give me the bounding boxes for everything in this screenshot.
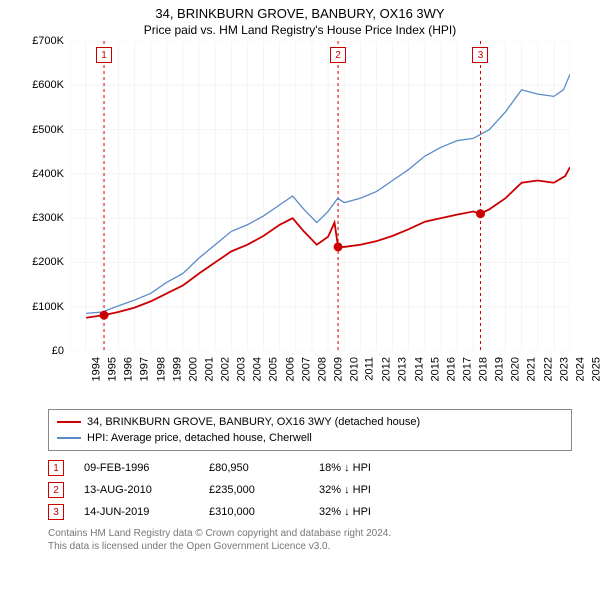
- x-tick-label: 2023: [558, 357, 570, 381]
- sale-price: £310,000: [209, 506, 299, 518]
- x-tick-label: 2011: [364, 357, 376, 381]
- x-tick-label: 1994: [90, 357, 102, 381]
- sale-badge: 1: [48, 460, 64, 476]
- x-tick-label: 2024: [574, 357, 586, 381]
- x-tick-label: 2017: [461, 357, 473, 381]
- attribution-line: This data is licensed under the Open Gov…: [48, 540, 572, 553]
- attribution: Contains HM Land Registry data © Crown c…: [48, 527, 572, 553]
- x-tick-label: 2009: [332, 357, 344, 381]
- x-tick-label: 2012: [381, 357, 393, 381]
- x-tick-label: 2000: [187, 357, 199, 381]
- y-tick-label: £700K: [20, 35, 64, 47]
- page-title: 34, BRINKBURN GROVE, BANBURY, OX16 3WY: [0, 6, 600, 21]
- y-tick-label: £100K: [20, 301, 64, 313]
- y-tick-label: £0: [20, 345, 64, 357]
- attribution-line: Contains HM Land Registry data © Crown c…: [48, 527, 572, 540]
- legend-swatch-red: [57, 421, 81, 423]
- x-tick-label: 2020: [510, 357, 522, 381]
- y-tick-label: £500K: [20, 124, 64, 136]
- x-tick-label: 1996: [123, 357, 135, 381]
- x-tick-label: 1998: [155, 357, 167, 381]
- x-tick-label: 2022: [542, 357, 554, 381]
- x-tick-label: 2021: [526, 357, 538, 381]
- x-tick-label: 2018: [478, 357, 490, 381]
- sales-table: 1 09-FEB-1996 £80,950 18% ↓ HPI 2 13-AUG…: [48, 457, 572, 523]
- chart-marker-badge: 1: [96, 47, 112, 63]
- x-tick-label: 2007: [300, 357, 312, 381]
- x-tick-label: 2015: [429, 357, 441, 381]
- legend-label-red: 34, BRINKBURN GROVE, BANBURY, OX16 3WY (…: [87, 416, 420, 428]
- sale-row: 2 13-AUG-2010 £235,000 32% ↓ HPI: [48, 479, 572, 501]
- legend-row-blue: HPI: Average price, detached house, Cher…: [57, 430, 563, 446]
- sale-badge: 2: [48, 482, 64, 498]
- legend-row-red: 34, BRINKBURN GROVE, BANBURY, OX16 3WY (…: [57, 414, 563, 430]
- x-tick-label: 2008: [316, 357, 328, 381]
- x-tick-label: 2016: [445, 357, 457, 381]
- sale-delta: 32% ↓ HPI: [319, 506, 371, 518]
- sale-delta: 18% ↓ HPI: [319, 462, 371, 474]
- y-tick-label: £600K: [20, 79, 64, 91]
- x-tick-label: 2004: [252, 357, 264, 381]
- sale-row: 3 14-JUN-2019 £310,000 32% ↓ HPI: [48, 501, 572, 523]
- x-tick-label: 2014: [413, 357, 425, 381]
- sale-date: 09-FEB-1996: [84, 462, 189, 474]
- x-tick-label: 2025: [590, 357, 600, 381]
- sale-badge: 3: [48, 504, 64, 520]
- legend-swatch-blue: [57, 437, 81, 439]
- chart-marker-badge: 3: [472, 47, 488, 63]
- chart-marker-badge: 2: [330, 47, 346, 63]
- x-tick-label: 2005: [268, 357, 280, 381]
- page-subtitle: Price paid vs. HM Land Registry's House …: [0, 23, 600, 37]
- sale-date: 14-JUN-2019: [84, 506, 189, 518]
- legend: 34, BRINKBURN GROVE, BANBURY, OX16 3WY (…: [48, 409, 572, 451]
- x-tick-label: 1995: [107, 357, 119, 381]
- sale-price: £235,000: [209, 484, 299, 496]
- sale-price: £80,950: [209, 462, 299, 474]
- y-tick-label: £400K: [20, 168, 64, 180]
- x-tick-label: 2013: [397, 357, 409, 381]
- y-tick-label: £200K: [20, 256, 64, 268]
- x-tick-label: 2006: [284, 357, 296, 381]
- x-tick-label: 1999: [171, 357, 183, 381]
- x-tick-label: 2002: [220, 357, 232, 381]
- legend-label-blue: HPI: Average price, detached house, Cher…: [87, 432, 312, 444]
- chart-svg: [70, 41, 570, 351]
- y-tick-label: £300K: [20, 212, 64, 224]
- sale-date: 13-AUG-2010: [84, 484, 189, 496]
- x-tick-label: 2003: [236, 357, 248, 381]
- x-tick-label: 2010: [349, 357, 361, 381]
- x-tick-label: 2019: [494, 357, 506, 381]
- sale-row: 1 09-FEB-1996 £80,950 18% ↓ HPI: [48, 457, 572, 479]
- chart-area: £0£100K£200K£300K£400K£500K£600K£700K 12…: [20, 41, 580, 401]
- sale-delta: 32% ↓ HPI: [319, 484, 371, 496]
- x-tick-label: 2001: [203, 357, 215, 381]
- x-tick-label: 1997: [139, 357, 151, 381]
